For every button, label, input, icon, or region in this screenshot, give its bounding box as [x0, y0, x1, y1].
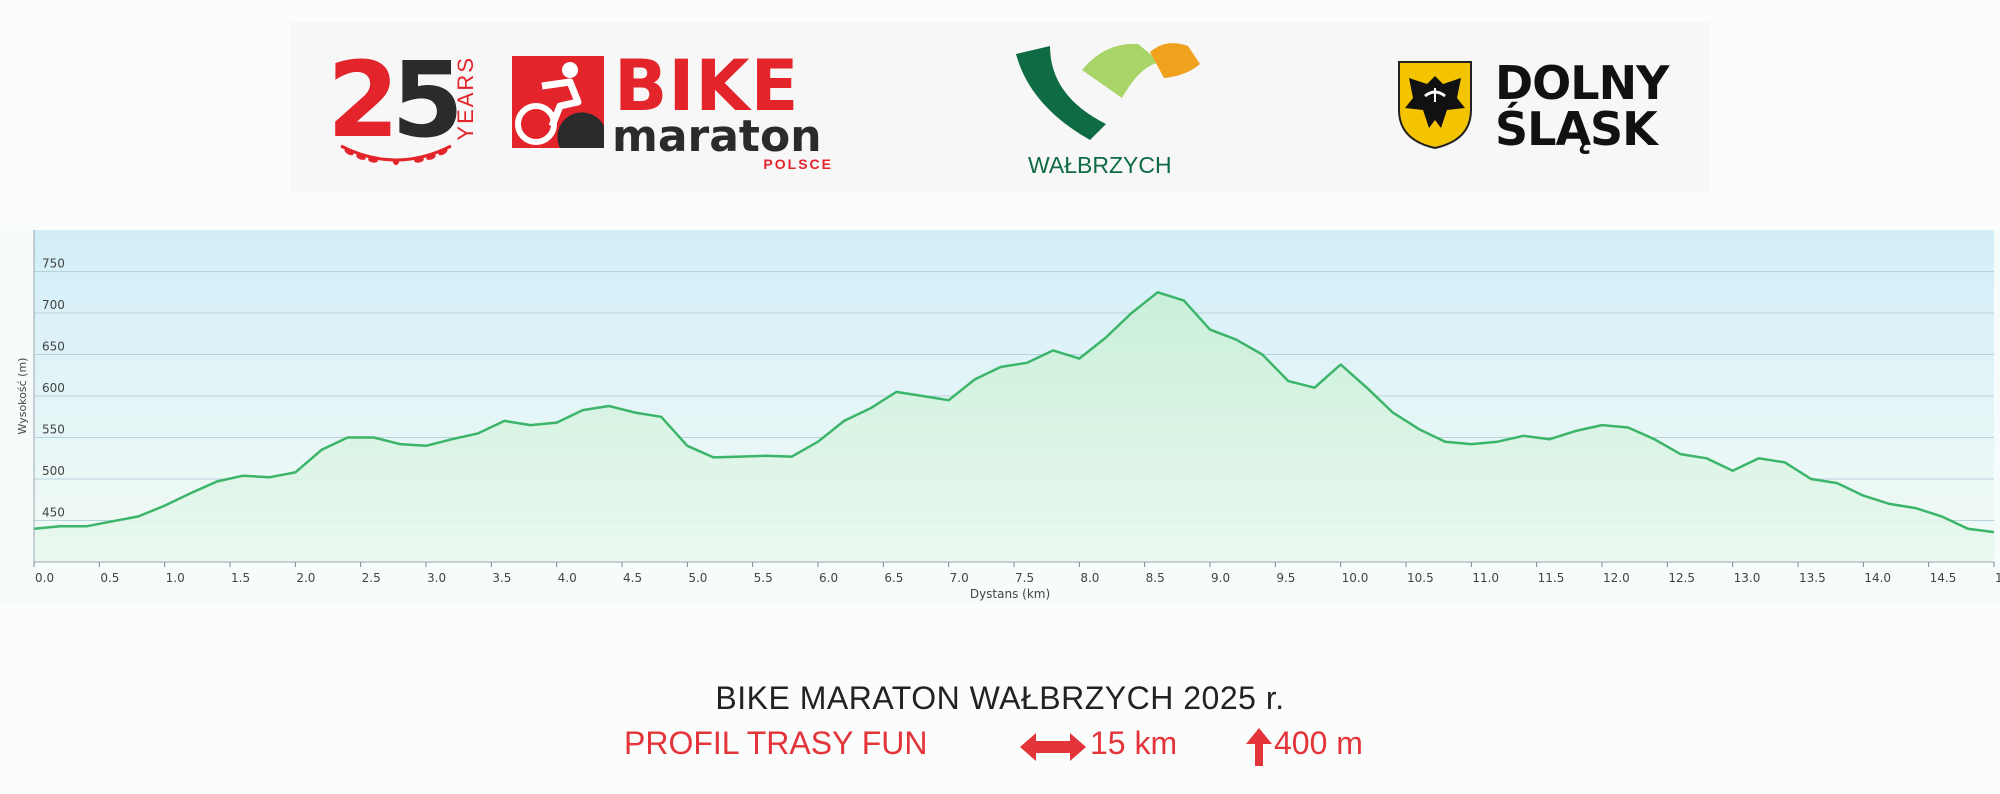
- bike-maraton-logo: BIKE maraton POLSCE: [512, 46, 837, 174]
- x-tick-label: 1.5: [231, 571, 250, 585]
- x-tick-label: 14.5: [1930, 571, 1957, 585]
- x-tick-label: 13.0: [1734, 571, 1761, 585]
- walbrzych-logo: WAŁBRZYCH: [1010, 36, 1210, 178]
- y-tick-label: 600: [42, 381, 65, 395]
- walbrzych-emblem-icon: [1016, 43, 1200, 140]
- x-tick-label: 0.5: [100, 571, 119, 585]
- x-tick-label: 6.0: [819, 571, 838, 585]
- y-tick-label: 450: [42, 506, 65, 520]
- cyclist-icon: [512, 56, 604, 148]
- x-axis-label: Dystans (km): [970, 587, 1050, 601]
- x-tick-label: 11.5: [1538, 571, 1565, 585]
- route-distance: 15 km: [1090, 725, 1178, 761]
- brand-country-word: POLSCE: [763, 156, 833, 172]
- anniversary-number: 25: [327, 48, 464, 152]
- x-tick-label: 15.0: [1995, 571, 2000, 585]
- x-tick-label: 10.5: [1407, 571, 1434, 585]
- dolny-slask-logo: DOLNY ŚLĄSK: [1395, 58, 1695, 158]
- elevation-profile-chart: 0.0 0.5 1.0 1.5 2.0 2.5 3.0 3.5 4.0 4.5 5.0 5.5 6.0 6…: [0, 230, 2000, 605]
- x-tick-label: 1.0: [166, 571, 185, 585]
- city-name: WAŁBRZYCH: [1028, 152, 1172, 178]
- brand-maraton-word: maraton: [612, 111, 822, 162]
- anniversary-years-label: YEARS: [453, 56, 478, 141]
- elevation-profile-line: [33, 291, 1995, 534]
- x-tick-label: 7.5: [1015, 571, 1034, 585]
- x-tick-label: 14.0: [1864, 571, 1891, 585]
- x-tick-label: 5.0: [688, 571, 707, 585]
- x-tick-label: 8.5: [1146, 571, 1165, 585]
- x-tick-label: 5.5: [754, 571, 773, 585]
- x-tick-label: 4.5: [623, 571, 642, 585]
- y-tick-label: 500: [42, 464, 65, 478]
- event-title: BIKE MARATON WAŁBRZYCH 2025 r.: [715, 680, 1285, 716]
- laurel-wreath-icon: [340, 144, 452, 165]
- y-axis-ticks: 450 500 550 600 650 700 750: [42, 257, 65, 520]
- elevation-up-arrow-icon: [1246, 728, 1272, 766]
- anniversary-digit-two: 2: [327, 39, 399, 161]
- brand-bike-word: BIKE: [614, 45, 800, 127]
- x-tick-label: 9.0: [1211, 571, 1230, 585]
- anniversary-digit-five: 5: [391, 39, 463, 161]
- x-tick-label: 6.5: [884, 571, 903, 585]
- x-tick-label: 8.0: [1080, 571, 1099, 585]
- x-tick-label: 4.0: [558, 571, 577, 585]
- y-axis-label: Wysokość (m): [16, 358, 29, 435]
- x-tick-label: 7.0: [950, 571, 969, 585]
- x-tick-label: 2.0: [296, 571, 315, 585]
- region-name-line-1: DOLNY: [1495, 56, 1669, 110]
- region-name: DOLNY ŚLĄSK: [1495, 56, 1669, 156]
- route-elevation-gain: 400 m: [1274, 725, 1363, 761]
- y-tick-label: 750: [42, 257, 65, 271]
- y-tick-label: 550: [42, 423, 65, 437]
- x-tick-label: 0.0: [35, 571, 54, 585]
- y-tick-label: 700: [42, 298, 65, 312]
- region-name-line-2: ŚLĄSK: [1495, 102, 1658, 156]
- x-tick-label: 11.0: [1472, 571, 1499, 585]
- y-tick-label: 650: [42, 340, 65, 354]
- route-profile-label: PROFIL TRASY FUN: [624, 725, 928, 761]
- x-axis-ticks: 0.0 0.5 1.0 1.5 2.0 2.5 3.0 3.5 4.0 4.5 5.0 5.5 6.0 6…: [33, 562, 2000, 585]
- x-tick-label: 2.5: [362, 571, 381, 585]
- anniversary-25-years-logo: 25 YEARS: [325, 48, 495, 173]
- elevation-area-fill: [34, 292, 1994, 562]
- x-tick-label: 12.5: [1668, 571, 1695, 585]
- distance-double-arrow-icon: [1020, 733, 1086, 761]
- x-tick-label: 12.0: [1603, 571, 1630, 585]
- x-tick-label: 3.5: [492, 571, 511, 585]
- x-tick-label: 3.0: [427, 571, 446, 585]
- x-tick-label: 9.5: [1276, 571, 1295, 585]
- x-tick-label: 10.0: [1342, 571, 1369, 585]
- x-tick-label: 13.5: [1799, 571, 1826, 585]
- eagle-coat-of-arms-icon: [1398, 61, 1472, 150]
